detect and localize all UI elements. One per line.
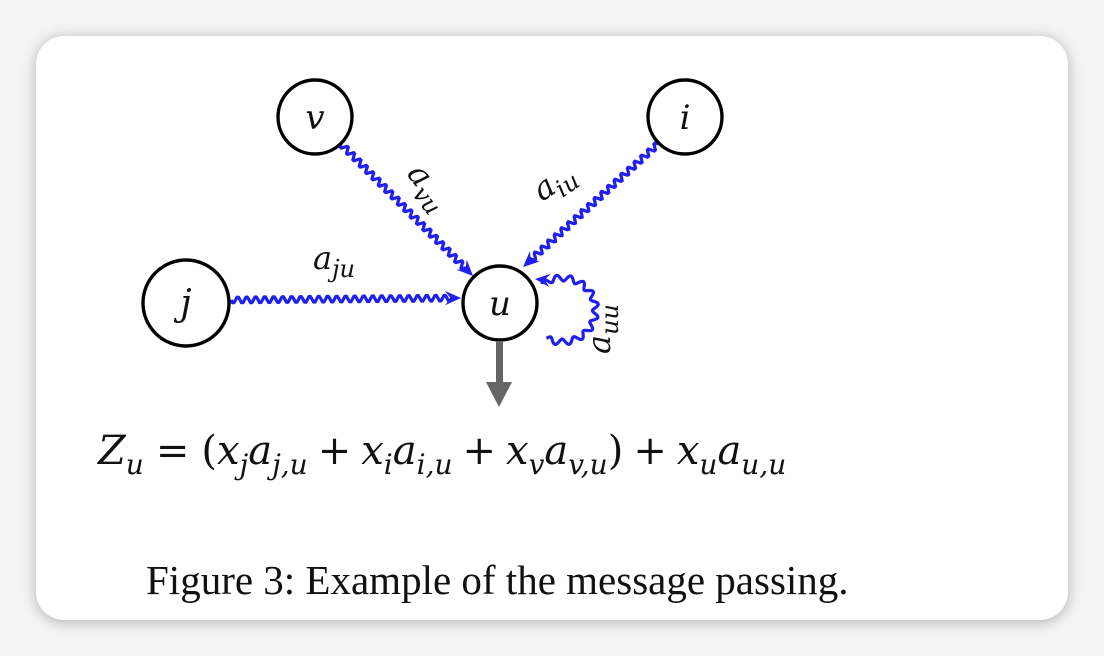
node-j: j [141, 258, 231, 348]
edge-j-to-u [229, 293, 453, 305]
node-u-label: u [489, 284, 511, 324]
equation: Zu = (xjaj,u + xiai,u + xvav,u) + xuau,u [96, 428, 786, 481]
arrowhead-i-to-u [523, 250, 540, 267]
node-i-label: i [680, 98, 691, 138]
message-passing-diagram: v i j u avu aiu aju auu [96, 78, 786, 481]
edge-i-to-u [527, 141, 659, 262]
figure-card: v i j u avu aiu aju auu [36, 36, 1068, 620]
node-v: v [276, 78, 354, 156]
arrowhead-v-to-u [456, 259, 473, 276]
edge-label-ju: aju [313, 239, 355, 283]
node-u: u [461, 264, 539, 342]
edge-v-to-u [338, 143, 469, 271]
arrowhead-self-loop-u [535, 273, 551, 288]
node-v-label: v [305, 98, 324, 138]
output-arrow [486, 341, 512, 407]
self-loop-u [540, 273, 600, 346]
edge-label-uu: auu [580, 304, 624, 354]
figure-caption: Figure 3: Example of the message passing… [146, 557, 849, 603]
node-i: i [646, 78, 724, 156]
edge-label-iu: aiu [525, 154, 585, 214]
arrowhead-j-to-u [444, 290, 461, 306]
